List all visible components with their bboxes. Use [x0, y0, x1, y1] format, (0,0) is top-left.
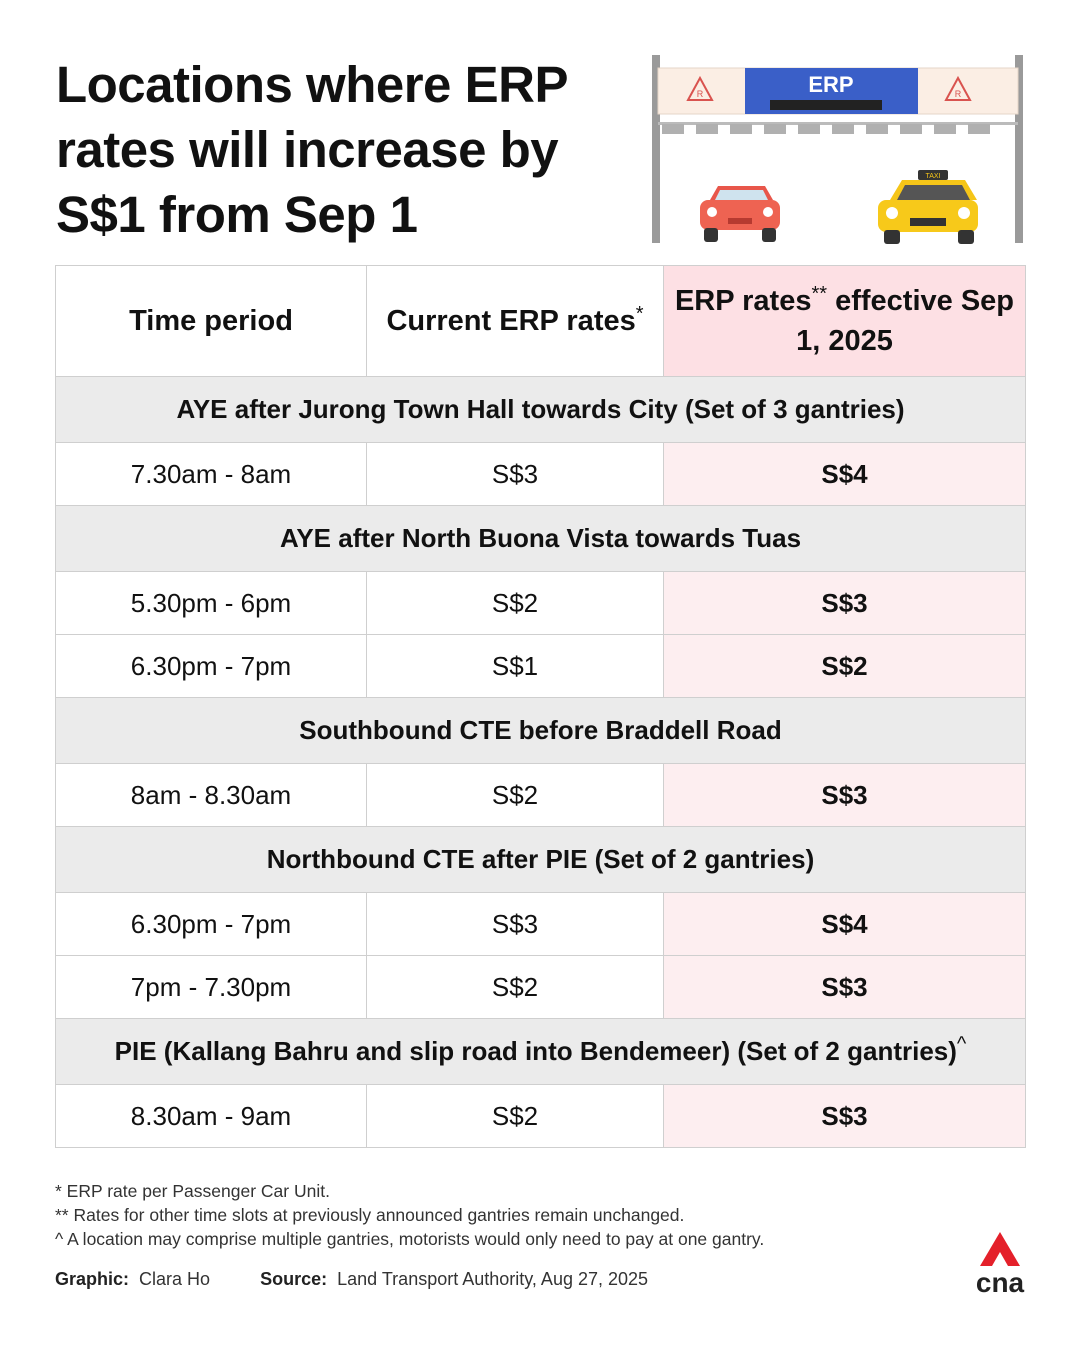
- sign-icon-text: R: [955, 89, 962, 99]
- location: AYE after North Buona Vista towards Tuas: [279, 523, 802, 553]
- header-text: effective Sep 1, 2025: [796, 285, 1015, 357]
- credit: Land Transport Authority, Aug 27, 2025: [337, 1269, 649, 1289]
- data-row: 6.30pm - 7pm S$1 S$2: [55, 634, 1026, 698]
- new-rate: S$3: [663, 955, 1026, 1019]
- sign-icon-text: R: [697, 89, 704, 99]
- time-period: 6.30pm - 7pm: [55, 892, 367, 956]
- sign-bar: [770, 100, 882, 110]
- new-rate: S$4: [663, 442, 1026, 506]
- header-text: ERP rates: [674, 285, 812, 317]
- location: AYE after Jurong Town Hall towards City …: [176, 394, 905, 424]
- post: [1015, 55, 1023, 243]
- new-rate: S$3: [663, 571, 1026, 635]
- section-row: AYE after Jurong Town Hall towards City …: [55, 376, 1026, 443]
- data-row: 6.30pm - 7pm S$3 S$4: [55, 892, 1026, 956]
- header-text: Current ERP rates: [386, 305, 636, 337]
- sign-icon: [944, 75, 972, 101]
- header-cell: Time period: [55, 265, 367, 377]
- time-period: 7pm - 7.30pm: [55, 955, 367, 1019]
- header-cell: Current ERP rates*: [366, 265, 664, 377]
- logo: cna: [976, 1232, 1025, 1298]
- taxi-sign: TAXI: [925, 173, 940, 180]
- location: PIE (Kallang Bahru and slip road into Be…: [114, 1036, 957, 1066]
- gantry-beam: [658, 122, 1018, 125]
- header-text: Time period: [129, 305, 293, 337]
- time-period: 6.30pm - 7pm: [55, 634, 367, 698]
- sign-icon: [686, 75, 714, 101]
- credit-label: Graphic:: [55, 1269, 130, 1289]
- footnote: ^ A location may comprise multiple gantr…: [55, 1229, 765, 1249]
- header-sup: **: [811, 283, 828, 305]
- time-period: 8am - 8.30am: [55, 763, 367, 827]
- section-row: AYE after North Buona Vista towards Tuas: [55, 505, 1026, 572]
- current-rate: S$2: [366, 571, 664, 635]
- illustration: ERP R R TAXI: [652, 55, 1023, 244]
- current-rate: S$1: [366, 634, 664, 698]
- data-row: 8.30am - 9am S$2 S$3: [55, 1084, 1026, 1148]
- location-cell: Southbound CTE before Braddell Road: [55, 697, 1026, 764]
- footnotes: * ERP rate per Passenger Car Unit. ** Rat…: [55, 1179, 764, 1251]
- location: Northbound CTE after PIE (Set of 2 gantr…: [266, 844, 815, 874]
- rates-table: Time period Current ERP rates* ERP rates**…: [55, 265, 1026, 1148]
- section-row: Southbound CTE before Braddell Road: [55, 697, 1026, 764]
- new-rate: S$3: [663, 763, 1026, 827]
- red-car: [700, 186, 780, 242]
- taxi: TAXI: [878, 170, 978, 244]
- current-rate: S$2: [366, 955, 664, 1019]
- new-rate: S$2: [663, 634, 1026, 698]
- time-period: 8.30am - 9am: [55, 1084, 367, 1148]
- data-row: 7pm - 7.30pm S$2 S$3: [55, 955, 1026, 1019]
- data-row: 8am - 8.30am S$2 S$3: [55, 763, 1026, 827]
- time-period: 5.30pm - 6pm: [55, 571, 367, 635]
- current-rate: S$3: [366, 442, 664, 506]
- location-cell: AYE after Jurong Town Hall towards City …: [55, 376, 1026, 443]
- post: [652, 55, 660, 243]
- new-rate: S$3: [663, 1084, 1026, 1148]
- data-row: 7.30am - 8am S$3 S$4: [55, 442, 1026, 506]
- section-row: PIE (Kallang Bahru and slip road into Be…: [55, 1018, 1026, 1085]
- sign-text: ERP: [808, 72, 853, 97]
- header-cell: ERP rates** effective Sep 1, 2025: [663, 265, 1026, 377]
- header-sup: *: [635, 303, 644, 325]
- current-rate: S$2: [366, 763, 664, 827]
- credits: Graphic: Clara Ho Source: Land Transport…: [55, 1269, 648, 1290]
- title: Locations where ERP rates will increase …: [56, 56, 568, 243]
- table-body: AYE after Jurong Town Hall towards City …: [55, 376, 1026, 1148]
- location: Southbound CTE before Braddell Road: [299, 715, 782, 745]
- footnote: * ERP rate per Passenger Car Unit.: [55, 1181, 330, 1201]
- header-row: Time period Current ERP rates* ERP rates**…: [55, 265, 1026, 377]
- logo-mark: [980, 1232, 1020, 1266]
- data-row: 5.30pm - 6pm S$2 S$3: [55, 571, 1026, 635]
- location-sup: ^: [956, 1033, 967, 1055]
- logo-text: cna: [976, 1267, 1025, 1298]
- credit-label: Source:: [260, 1269, 328, 1289]
- location-cell: PIE (Kallang Bahru and slip road into Be…: [55, 1018, 1026, 1085]
- location-cell: AYE after North Buona Vista towards Tuas: [55, 505, 1026, 572]
- new-rate: S$4: [663, 892, 1026, 956]
- location-cell: Northbound CTE after PIE (Set of 2 gantr…: [55, 826, 1026, 893]
- credit: Clara Ho: [139, 1269, 211, 1289]
- current-rate: S$2: [366, 1084, 664, 1148]
- footnote: ** Rates for other time slots at previou…: [55, 1205, 685, 1225]
- gantry-lights: [662, 124, 990, 134]
- section-row: Northbound CTE after PIE (Set of 2 gantr…: [55, 826, 1026, 893]
- time-period: 7.30am - 8am: [55, 442, 367, 506]
- current-rate: S$3: [366, 892, 664, 956]
